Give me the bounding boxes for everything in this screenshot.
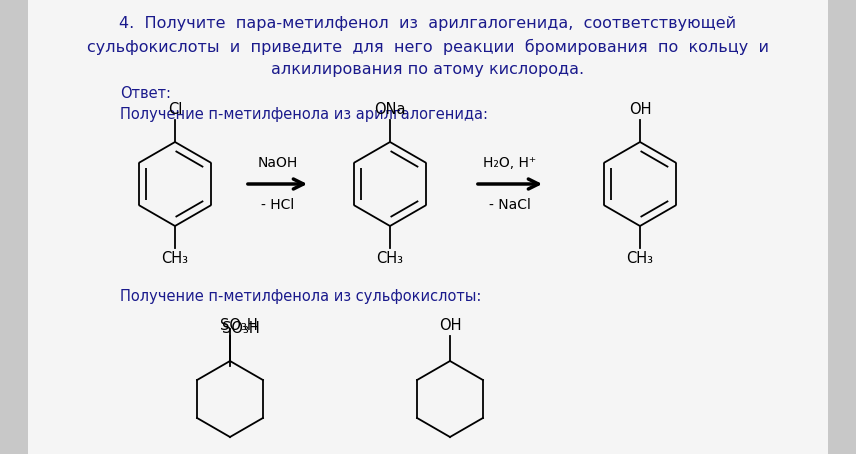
Text: Cl: Cl bbox=[168, 102, 182, 117]
Text: NaOH: NaOH bbox=[258, 156, 298, 170]
Text: сульфокислоты  и  приведите  для  него  реакции  бромирования  по  кольцу  и: сульфокислоты и приведите для него реакц… bbox=[87, 39, 769, 55]
Text: SO₃H: SO₃H bbox=[220, 318, 258, 333]
Text: SO₃H: SO₃H bbox=[222, 321, 259, 336]
Text: Получение п-метилфенола из арилгалогенида:: Получение п-метилфенола из арилгалогенид… bbox=[120, 107, 488, 122]
Text: CH₃: CH₃ bbox=[377, 251, 403, 266]
Text: - HCl: - HCl bbox=[261, 198, 294, 212]
Text: OH: OH bbox=[439, 318, 461, 333]
Text: OH: OH bbox=[629, 102, 651, 117]
Text: H₂O, H⁺: H₂O, H⁺ bbox=[484, 156, 537, 170]
Text: Ответ:: Ответ: bbox=[120, 86, 171, 101]
Text: ONa: ONa bbox=[374, 102, 406, 117]
Text: Получение п-метилфенола из сульфокислоты:: Получение п-метилфенола из сульфокислоты… bbox=[120, 289, 481, 304]
Text: - NaCl: - NaCl bbox=[489, 198, 531, 212]
Text: 4.  Получите  пара-метилфенол  из  арилгалогенида,  соответствующей: 4. Получите пара-метилфенол из арилгалог… bbox=[120, 16, 736, 31]
Text: CH₃: CH₃ bbox=[162, 251, 188, 266]
Text: алкилирования по атому кислорода.: алкилирования по атому кислорода. bbox=[271, 62, 585, 77]
Text: CH₃: CH₃ bbox=[627, 251, 653, 266]
